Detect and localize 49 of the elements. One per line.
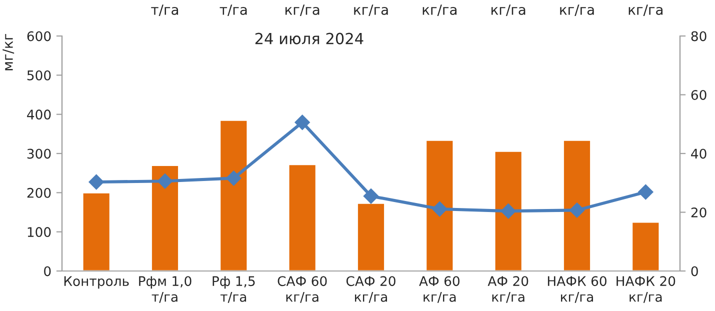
text: кг/га [560, 4, 594, 16]
x-tick-label: НАФК 20 кг/га [616, 276, 676, 303]
x-tick-label: НАФК 60 кг/га [548, 276, 606, 303]
y2-tick-label: 40 [691, 148, 706, 159]
bar [425, 139, 454, 271]
x-tick-label: Контроль [64, 276, 129, 289]
bar [82, 192, 111, 271]
y-tick-label: 400 [27, 110, 51, 120]
bar [356, 202, 386, 271]
y-tick-label: 300 [27, 148, 51, 159]
y-tick-label: 600 [27, 31, 51, 42]
point [294, 114, 310, 130]
y-axis-title: мг/кг [2, 34, 14, 70]
x-tick-label: САФ 20 кг/га [346, 276, 396, 303]
bar [219, 120, 248, 271]
x-tick-label: Рф 1,5 т/га [212, 276, 255, 303]
bar [631, 221, 660, 271]
y2-tick-label: 20 [691, 207, 706, 218]
point [500, 204, 516, 219]
bar [288, 164, 317, 271]
point [638, 184, 654, 200]
text: т/га [151, 4, 178, 16]
point [432, 201, 448, 217]
bar [562, 139, 592, 271]
bar [150, 164, 180, 271]
point [226, 170, 242, 186]
chart-title: 24 июля 2024 [255, 32, 364, 44]
text: т/га [220, 4, 247, 16]
y-tick-label: 100 [28, 227, 51, 238]
y2-tick-label: 60 [691, 90, 706, 100]
text: кг/га [354, 4, 388, 16]
text: кг/га [492, 4, 526, 16]
point [569, 202, 585, 218]
y-tick-label: 0 [44, 266, 51, 276]
x-tick-label: САФ 60 кг/га [278, 276, 327, 303]
point [363, 188, 379, 204]
x-tick-label: Рфм 1,0 т/га [139, 276, 192, 303]
text: кг/га [286, 4, 320, 16]
text: кг/га [628, 4, 662, 16]
point [157, 174, 173, 189]
x-tick-label: АФ 60 кг/га [419, 276, 460, 303]
text: кг/га [422, 4, 456, 16]
point [88, 174, 104, 190]
y-tick-label: 200 [27, 188, 51, 198]
y2-tick-label: 0 [691, 266, 698, 276]
x-tick-label: АФ 20 кг/га [488, 276, 528, 303]
bar [494, 150, 523, 271]
y-tick-label: 500 [27, 70, 51, 80]
y2-tick-label: 80 [691, 31, 706, 42]
